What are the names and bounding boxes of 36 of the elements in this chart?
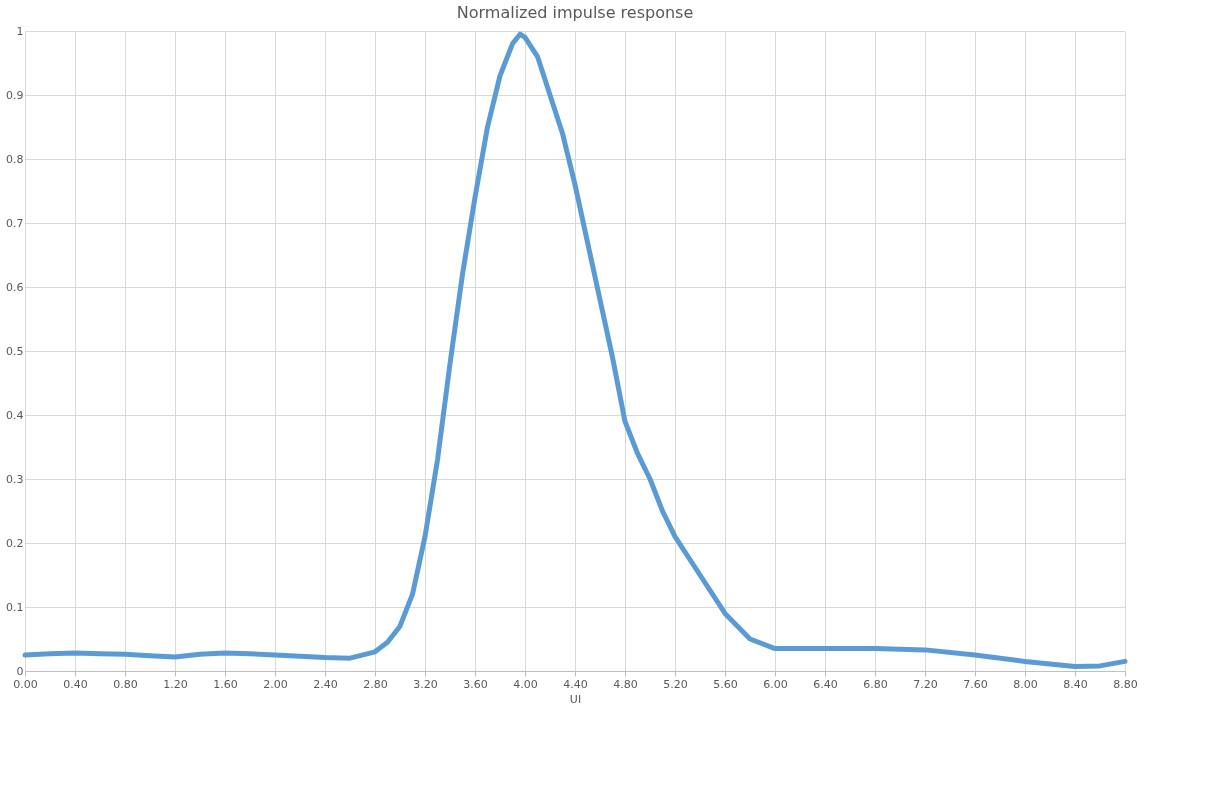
y-tick-label: 1 (16, 24, 24, 38)
x-tick-label: 6.80 (863, 677, 888, 691)
x-tick-label: 3.20 (413, 677, 438, 691)
y-tick-label: 0.3 (6, 472, 24, 486)
x-tick-label: 6.00 (763, 677, 788, 691)
x-tick-label: 8.00 (1013, 677, 1038, 691)
x-tick-label: 4.00 (513, 677, 538, 691)
x-tick-label: 0.80 (113, 677, 138, 691)
x-tick-label: 7.20 (913, 677, 938, 691)
x-tick-label: 0.00 (13, 677, 38, 691)
x-tick-label: 7.60 (963, 677, 988, 691)
x-tick-label: 5.60 (713, 677, 738, 691)
x-tick-label: 2.80 (363, 677, 388, 691)
x-tick-label: 1.20 (163, 677, 188, 691)
y-tick-label: 0.4 (6, 408, 24, 422)
x-tick-label: 3.60 (463, 677, 488, 691)
x-tick-label: 5.20 (663, 677, 688, 691)
y-tick-label: 0.1 (6, 600, 24, 614)
x-tick-label: 6.40 (813, 677, 838, 691)
y-tick-label: 0.7 (6, 216, 24, 230)
x-tick-label: 2.00 (263, 677, 288, 691)
chart-title: Normalized impulse response (456, 3, 694, 22)
x-tick-label: 1.60 (213, 677, 238, 691)
y-tick-label: 0.6 (6, 280, 24, 294)
y-tick-label: 0.2 (6, 536, 24, 550)
x-tick-label: 8.80 (1113, 677, 1138, 691)
x-tick-label: 4.80 (613, 677, 638, 691)
y-tick-label: 0.5 (6, 344, 24, 358)
x-tick-label: 4.40 (563, 677, 588, 691)
x-tick-label: 0.40 (63, 677, 88, 691)
x-tick-label: 2.40 (313, 677, 338, 691)
y-tick-label: 0.9 (6, 88, 24, 102)
x-tick-label: 8.40 (1063, 677, 1088, 691)
y-tick-label: 0.8 (6, 152, 24, 166)
x-axis-title: UI (569, 692, 582, 706)
y-tick-label: 0 (16, 664, 24, 678)
